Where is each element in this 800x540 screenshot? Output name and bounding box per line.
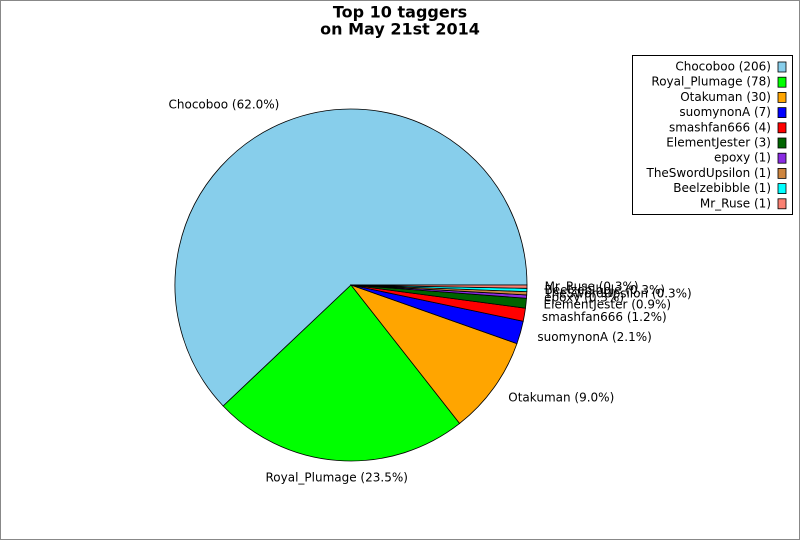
legend-label: Chocoboo (206) <box>675 60 771 74</box>
slice-label: Otakuman (9.0%) <box>508 390 614 404</box>
legend-box <box>632 55 793 215</box>
legend-label: Royal_Plumage (78) <box>651 75 771 89</box>
legend-label: Beelzebibble (1) <box>673 181 771 195</box>
pie-slice <box>349 284 518 425</box>
legend-swatch <box>777 152 787 164</box>
legend-swatch <box>777 167 787 179</box>
slice-label: Mr_Ruse (0.3%) <box>545 279 639 293</box>
legend-label: epoxy (1) <box>714 151 771 165</box>
slice-label: Chocoboo (62.0%) <box>169 98 280 112</box>
legend-swatch <box>777 137 787 149</box>
slice-label: ElementJester (0.9%) <box>544 298 672 312</box>
legend-swatch <box>777 183 787 195</box>
slice-label: Beelzebibble (0.3%) <box>545 283 666 297</box>
legend-swatch <box>777 76 787 88</box>
legend-label: suomynonA (7) <box>679 105 771 119</box>
legend-label: TheSwordUpsilon (1) <box>645 166 771 180</box>
legend-swatch <box>777 107 787 118</box>
legend-swatch <box>777 198 787 210</box>
chart-title: Top 10 taggers <box>333 3 467 22</box>
legend-label: smashfan666 (4) <box>669 120 771 134</box>
pie-slice <box>350 284 528 289</box>
slice-label: Royal_Plumage (23.5%) <box>265 471 407 485</box>
legend-label: Mr_Ruse (1) <box>700 196 771 210</box>
pie-slice <box>174 108 528 407</box>
slice-label: suomynonA (2.1%) <box>537 330 651 344</box>
slice-label: TheSwordUpsilon (0.3%) <box>543 287 691 301</box>
chart-title: on May 21st 2014 <box>320 20 480 39</box>
legend-label: Otakuman (30) <box>680 90 771 104</box>
legend-label: ElementJester (3) <box>666 136 771 150</box>
legend-swatch <box>777 92 787 103</box>
slice-label: epoxy (0.3%) <box>544 290 624 304</box>
pie-slice <box>222 284 461 462</box>
slice-label: smashfan666 (1.2%) <box>542 310 667 324</box>
legend-swatch <box>777 61 787 73</box>
legend-swatch <box>777 122 787 134</box>
